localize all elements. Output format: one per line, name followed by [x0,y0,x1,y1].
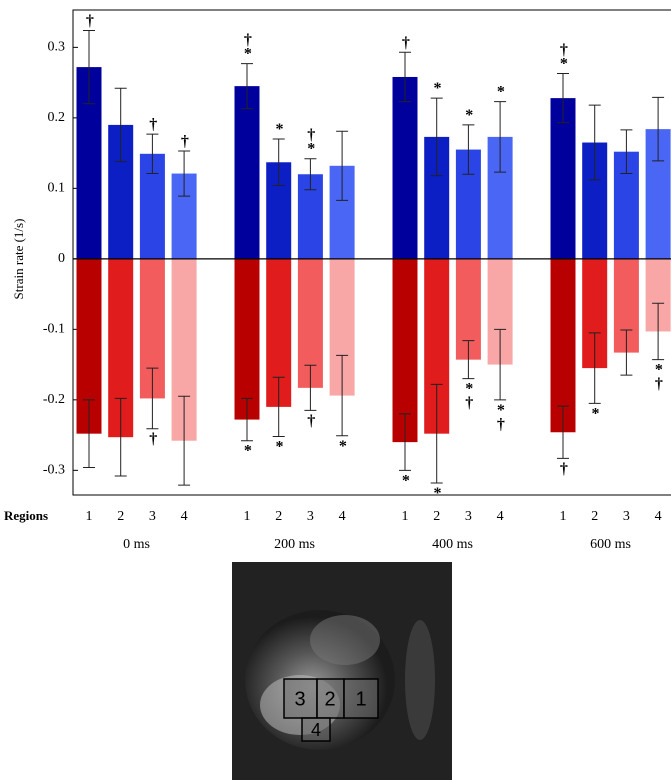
mri-image: 3 2 1 4 [232,562,452,780]
group-label: 400 ms [432,537,473,552]
x-tick-label: 1 [244,509,251,524]
x-tick-label: 3 [149,509,156,524]
y-tick-label: 0.1 [48,181,66,196]
x-tick-label: 3 [307,509,314,524]
significance-marker: * [271,121,288,135]
significance-marker: *† [492,402,509,431]
x-tick-label: 4 [655,509,662,524]
x-tick-label: 4 [497,509,504,524]
significance-marker: †* [555,41,572,69]
group-label: 200 ms [274,537,315,552]
y-axis-label: Strain rate (1/s) [11,219,26,300]
significance-marker: * [587,405,604,419]
group-label: 600 ms [590,537,631,552]
x-tick-label: 4 [339,509,346,524]
significance-marker: *† [461,381,478,410]
x-tick-label: 3 [623,509,630,524]
significance-marker: *† [650,362,667,391]
bar [235,86,260,259]
y-tick-label: 0.2 [48,110,66,125]
x-tick-label: 4 [181,509,188,524]
region-label: 3 [294,688,305,710]
x-tick-label: 2 [275,509,282,524]
significance-marker: †* [303,127,320,155]
y-tick-label: -0.2 [43,392,65,407]
significance-marker: † [81,12,98,27]
significance-marker: †* [239,32,256,60]
significance-marker: * [239,443,256,457]
y-tick-label: 0.3 [48,40,66,55]
region-label: 1 [355,688,366,710]
bar [235,259,260,420]
significance-marker: † [555,460,572,475]
significance-marker: * [334,438,351,452]
significance-marker: † [176,133,193,148]
significance-marker: * [429,485,446,499]
group-label: 0 ms [123,537,150,552]
x-tick-label: 2 [117,509,124,524]
region-label: 2 [324,688,335,710]
bar [393,77,418,259]
significance-marker: * [429,80,446,94]
x-axis-label: Regions [4,508,48,523]
y-tick-label: -0.3 [43,463,65,478]
x-tick-label: 2 [433,509,440,524]
y-tick-label: 0 [58,251,65,266]
significance-marker: † [397,34,414,49]
significance-marker: * [492,84,509,98]
figure: Strain rate (1/s) Regions -0.3 -0.2 -0.1 0 0… [0,0,671,780]
significance-marker: * [397,472,414,486]
x-tick-label: 2 [591,509,598,524]
x-tick-label: 1 [402,509,409,524]
significance-marker: † [303,412,320,427]
significance-marker: † [145,116,162,131]
y-tick-label: -0.1 [43,322,65,337]
plot-area: -0.3-0.2-0.100.10.20.3††††**†*†***†*†**†… [43,10,671,552]
region-label: 4 [311,720,321,740]
significance-marker: † [145,431,162,446]
x-tick-label: 1 [560,509,567,524]
x-tick-label: 3 [465,509,472,524]
x-tick-label: 1 [86,509,93,524]
significance-marker: * [271,438,288,452]
significance-marker: * [461,107,478,121]
